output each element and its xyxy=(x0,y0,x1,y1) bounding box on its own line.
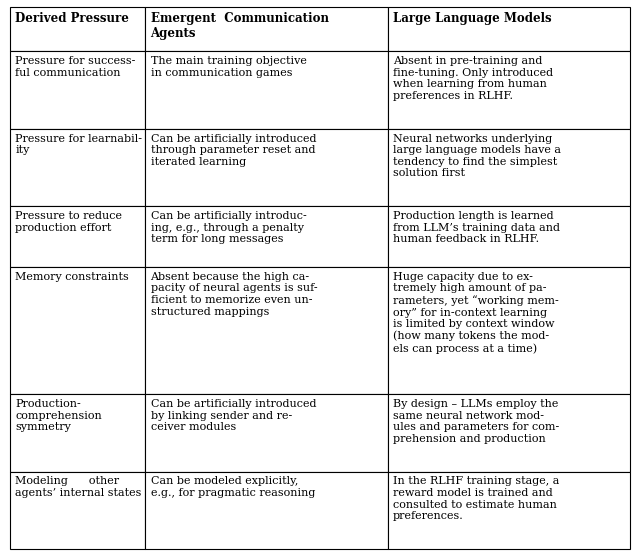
Text: Absent in pre-training and
fine-tuning. Only introduced
when learning from human: Absent in pre-training and fine-tuning. … xyxy=(393,56,554,101)
Bar xyxy=(388,128,630,206)
Bar xyxy=(145,394,388,471)
Bar xyxy=(388,206,630,267)
Bar xyxy=(388,471,630,549)
Bar xyxy=(10,128,145,206)
Text: By design – LLMs employ the
same neural network mod-
ules and parameters for com: By design – LLMs employ the same neural … xyxy=(393,399,559,444)
Bar xyxy=(388,394,630,471)
Bar xyxy=(10,267,145,394)
Bar xyxy=(10,206,145,267)
Text: Pressure for learnabil-
ity: Pressure for learnabil- ity xyxy=(15,133,142,155)
Bar xyxy=(145,128,388,206)
Text: In the RLHF training stage, a
reward model is trained and
consulted to estimate : In the RLHF training stage, a reward mod… xyxy=(393,476,559,522)
Text: Emergent  Communication
Agents: Emergent Communication Agents xyxy=(150,12,328,40)
Text: Can be artificially introduced
by linking sender and re-
ceiver modules: Can be artificially introduced by linkin… xyxy=(150,399,316,432)
Text: Pressure to reduce
production effort: Pressure to reduce production effort xyxy=(15,211,122,232)
Bar xyxy=(388,7,630,51)
Bar xyxy=(388,267,630,394)
Text: Modeling      other
agents’ internal states: Modeling other agents’ internal states xyxy=(15,476,141,498)
Text: Production-
comprehension
symmetry: Production- comprehension symmetry xyxy=(15,399,102,432)
Bar xyxy=(145,267,388,394)
Bar xyxy=(10,471,145,549)
Bar xyxy=(145,51,388,128)
Bar xyxy=(145,206,388,267)
Text: Large Language Models: Large Language Models xyxy=(393,12,552,25)
Text: Huge capacity due to ex-
tremely high amount of pa-
rameters, yet “working mem-
: Huge capacity due to ex- tremely high am… xyxy=(393,272,559,354)
Bar xyxy=(10,51,145,128)
Text: Can be modeled explicitly,
e.g., for pragmatic reasoning: Can be modeled explicitly, e.g., for pra… xyxy=(150,476,315,498)
Text: Memory constraints: Memory constraints xyxy=(15,272,129,282)
Bar xyxy=(10,394,145,471)
Text: Pressure for success-
ful communication: Pressure for success- ful communication xyxy=(15,56,136,78)
Text: Production length is learned
from LLM’s training data and
human feedback in RLHF: Production length is learned from LLM’s … xyxy=(393,211,560,244)
Text: Derived Pressure: Derived Pressure xyxy=(15,12,129,25)
Bar xyxy=(145,7,388,51)
Text: Neural networks underlying
large language models have a
tendency to find the sim: Neural networks underlying large languag… xyxy=(393,133,561,178)
Bar xyxy=(10,7,145,51)
Text: The main training objective
in communication games: The main training objective in communica… xyxy=(150,56,307,78)
Bar xyxy=(388,51,630,128)
Bar xyxy=(145,471,388,549)
Text: Can be artificially introduced
through parameter reset and
iterated learning: Can be artificially introduced through p… xyxy=(150,133,316,167)
Text: Absent because the high ca-
pacity of neural agents is suf-
ficient to memorize : Absent because the high ca- pacity of ne… xyxy=(150,272,317,316)
Text: Can be artificially introduc-
ing, e.g., through a penalty
term for long message: Can be artificially introduc- ing, e.g.,… xyxy=(150,211,307,244)
